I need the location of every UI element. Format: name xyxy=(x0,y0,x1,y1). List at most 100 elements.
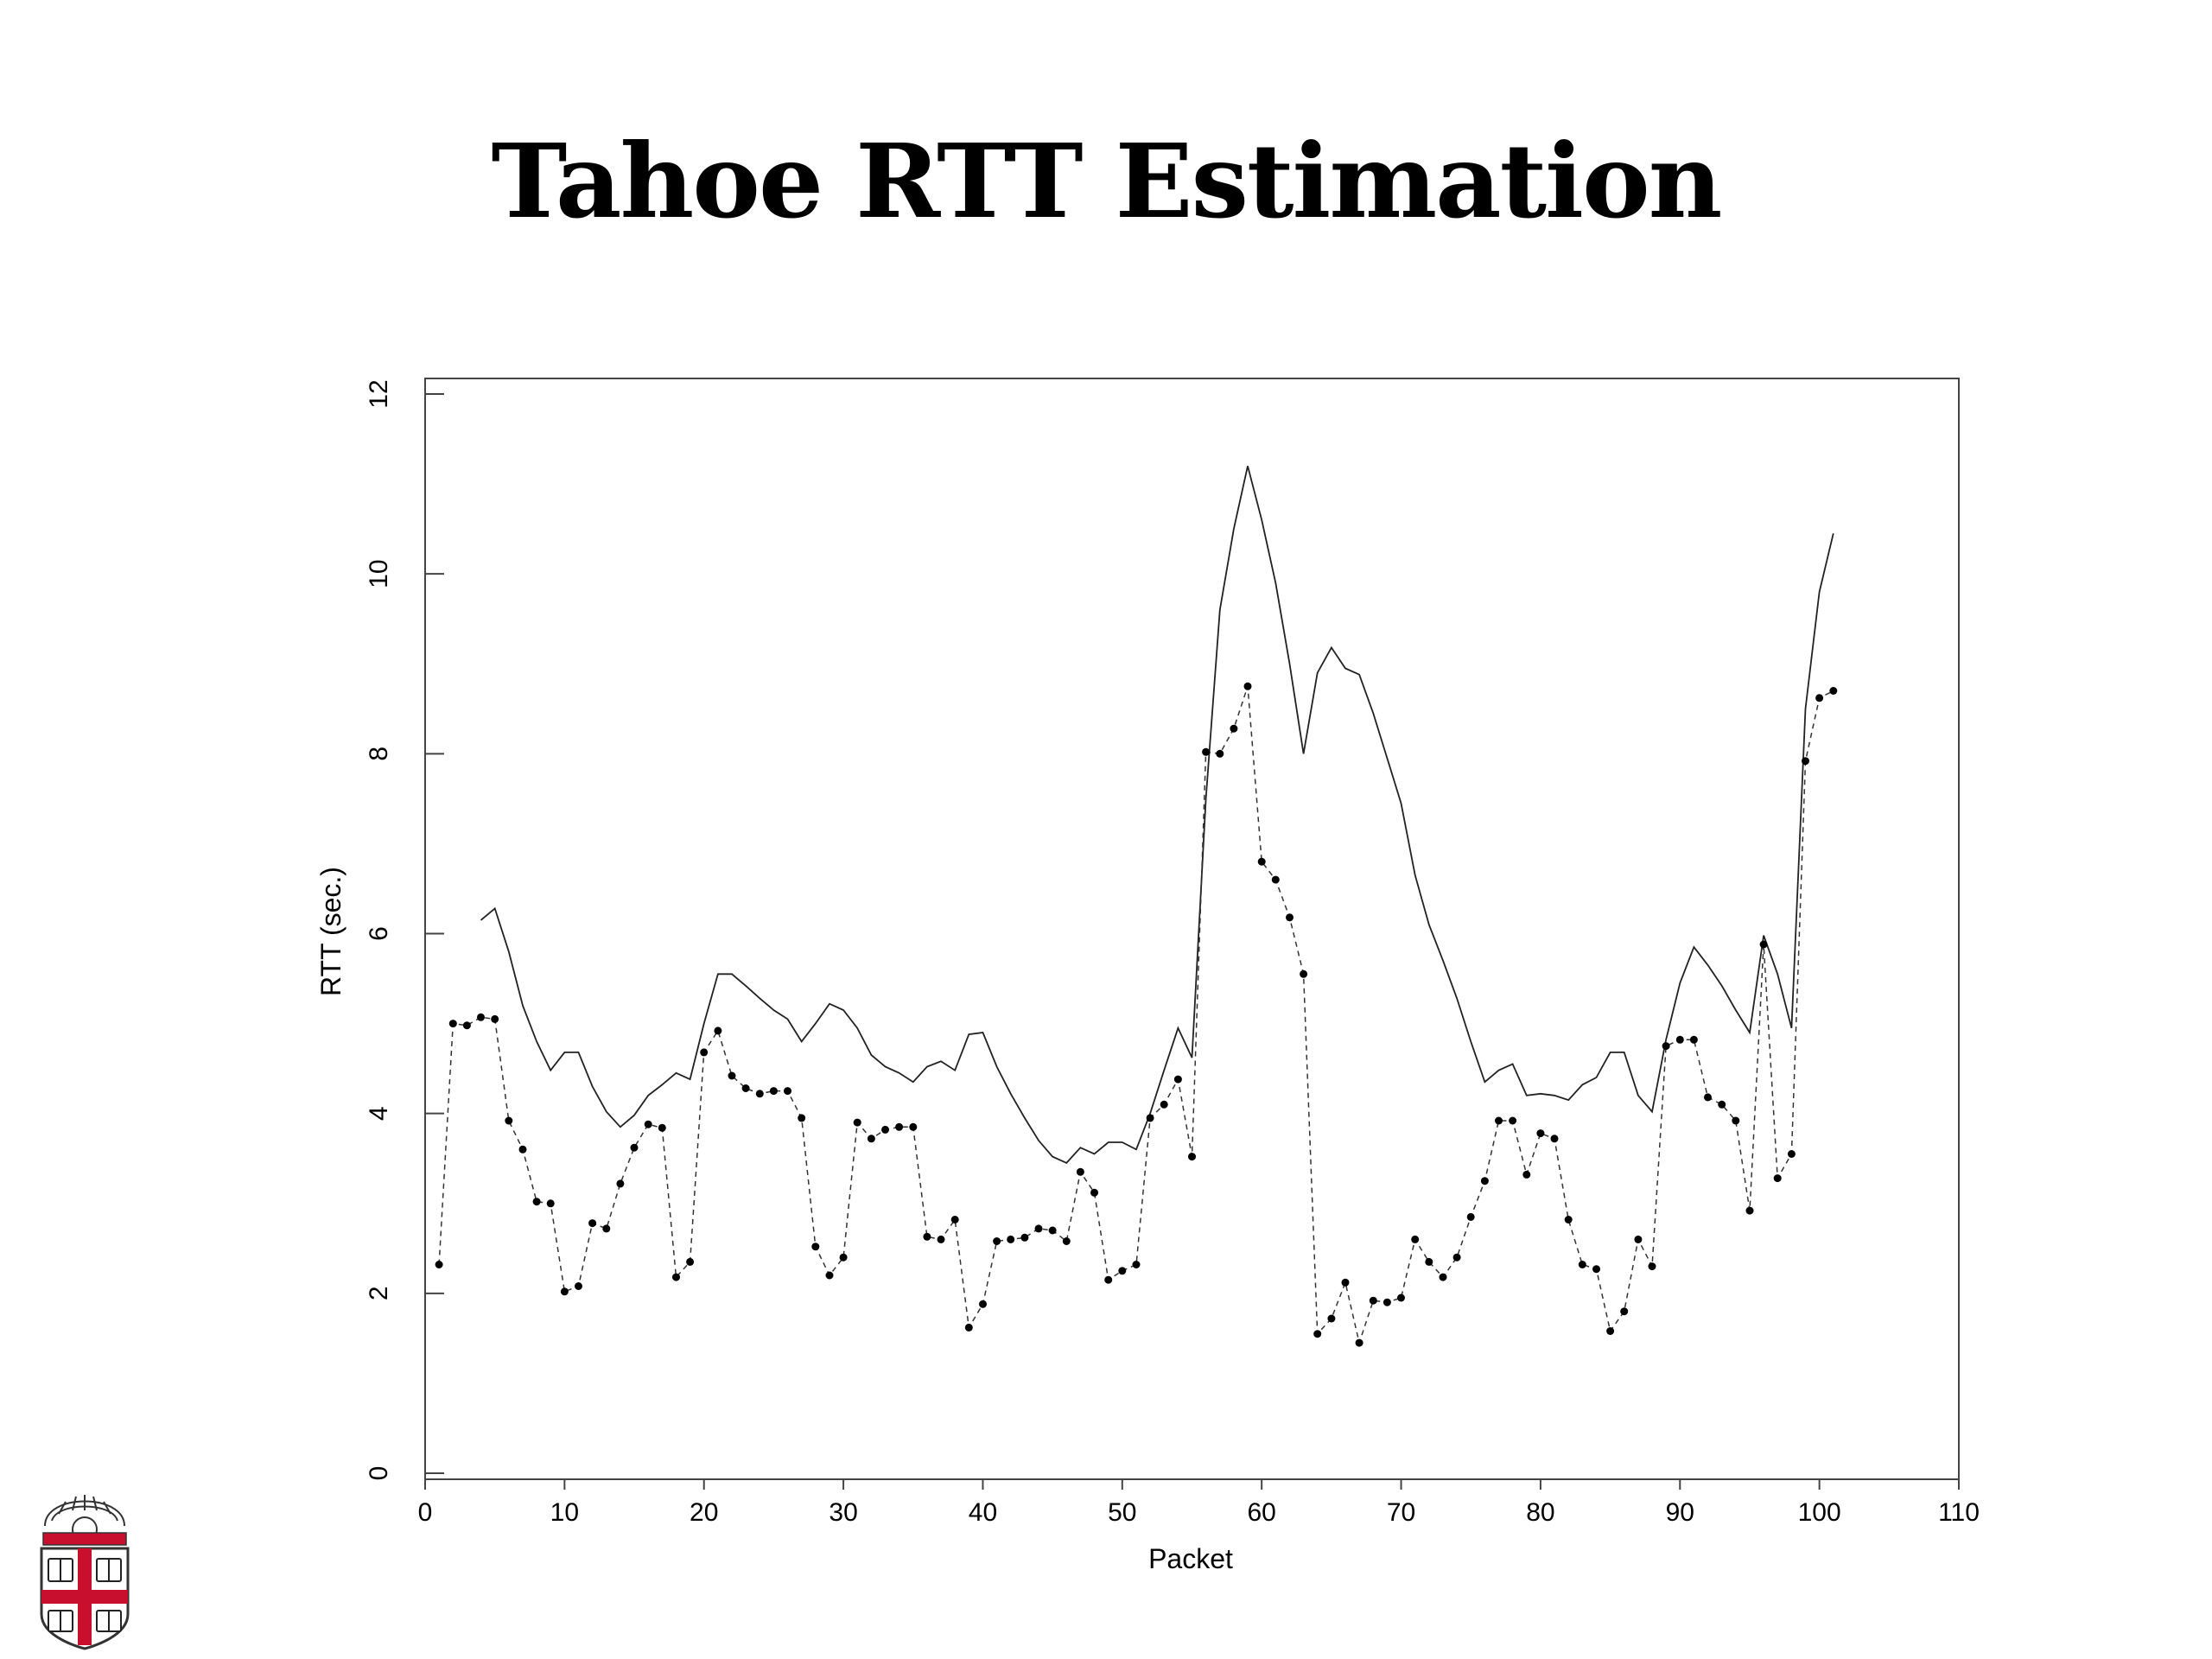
data-point xyxy=(1355,1338,1363,1347)
data-point xyxy=(1146,1114,1154,1122)
data-point xyxy=(1300,969,1308,978)
series-lines xyxy=(438,466,1834,1345)
data-point xyxy=(895,1122,904,1131)
x-tick-label: 50 xyxy=(1108,1498,1136,1527)
data-point xyxy=(1829,687,1838,695)
data-point xyxy=(1495,1116,1503,1125)
data-point xyxy=(1034,1224,1043,1233)
data-point xyxy=(769,1087,778,1096)
data-point xyxy=(1704,1093,1712,1102)
data-point xyxy=(1439,1273,1447,1281)
y-axis-label: RTT (sec.) xyxy=(315,867,346,996)
data-point xyxy=(462,1021,471,1030)
data-point xyxy=(1090,1188,1098,1197)
data-point xyxy=(964,1323,973,1332)
data-point xyxy=(1425,1257,1433,1266)
x-tick-label: 90 xyxy=(1666,1498,1694,1527)
data-point xyxy=(700,1048,709,1057)
data-point xyxy=(867,1135,875,1143)
x-tick-label: 30 xyxy=(829,1498,857,1527)
data-point xyxy=(1257,857,1266,866)
data-point xyxy=(1243,682,1252,690)
data-point xyxy=(1313,1330,1322,1338)
data-point xyxy=(1104,1275,1113,1284)
data-point xyxy=(714,1027,722,1035)
data-point xyxy=(1815,694,1824,702)
data-point xyxy=(630,1143,639,1152)
data-point xyxy=(950,1216,959,1224)
data-point xyxy=(1452,1253,1461,1262)
data-point xyxy=(1718,1100,1726,1109)
series-line-solid xyxy=(480,466,1834,1164)
data-point xyxy=(1327,1314,1336,1323)
data-point xyxy=(602,1224,611,1233)
series-line-dotted xyxy=(438,686,1834,1345)
data-point xyxy=(491,1014,499,1023)
data-point xyxy=(1216,749,1224,758)
data-point xyxy=(923,1232,931,1241)
data-point xyxy=(435,1261,443,1268)
y-tick-label: 10 xyxy=(365,559,393,588)
data-point xyxy=(1271,875,1280,884)
data-point xyxy=(881,1125,889,1134)
data-point xyxy=(1592,1265,1600,1274)
data-point xyxy=(1732,1116,1740,1125)
data-point xyxy=(1132,1261,1141,1268)
data-point xyxy=(1745,1206,1754,1215)
data-point xyxy=(1578,1261,1586,1268)
data-point xyxy=(560,1287,569,1296)
series-points xyxy=(435,682,1838,1347)
data-point xyxy=(644,1120,652,1128)
brown-university-shield-logo xyxy=(40,1495,130,1650)
x-tick-label: 100 xyxy=(1798,1498,1841,1527)
x-tick-label: 110 xyxy=(1938,1498,1980,1527)
data-point xyxy=(1188,1153,1196,1161)
data-point xyxy=(1369,1296,1377,1305)
data-point xyxy=(686,1257,695,1266)
data-point xyxy=(477,1013,485,1021)
y-tick-label: 2 xyxy=(365,1286,393,1300)
data-point xyxy=(798,1114,806,1122)
data-point xyxy=(825,1271,834,1280)
data-point xyxy=(1689,1035,1698,1044)
data-point xyxy=(658,1123,666,1132)
data-point xyxy=(1522,1170,1531,1179)
x-tick-label: 0 xyxy=(418,1498,433,1527)
slide-title: Tahoe RTT Estimation xyxy=(491,121,1723,241)
data-point xyxy=(1634,1235,1643,1243)
axes: 0 10 20 30 40 50 60 70 80 90 100 110 0 2 4 6 8 10 12 xyxy=(365,379,1980,1527)
data-point xyxy=(1411,1235,1420,1243)
x-axis-label: Packet xyxy=(1148,1543,1233,1574)
x-tick-label: 70 xyxy=(1387,1498,1415,1527)
plot-frame xyxy=(424,378,1960,1480)
data-point xyxy=(1620,1307,1629,1316)
data-point xyxy=(448,1020,457,1028)
data-point xyxy=(839,1253,848,1262)
data-point xyxy=(1397,1294,1405,1302)
data-point xyxy=(1787,1150,1796,1158)
data-point xyxy=(1536,1129,1545,1138)
data-point xyxy=(532,1198,541,1206)
data-point xyxy=(1675,1035,1684,1044)
data-point xyxy=(755,1090,764,1098)
data-point xyxy=(1550,1135,1559,1143)
data-point xyxy=(1118,1267,1127,1275)
y-tick-label: 12 xyxy=(365,379,393,408)
data-point xyxy=(1802,757,1809,766)
data-point xyxy=(1564,1216,1573,1224)
data-point xyxy=(588,1219,597,1228)
data-point xyxy=(518,1145,527,1154)
data-point xyxy=(1648,1262,1656,1271)
data-point xyxy=(616,1179,625,1188)
data-point xyxy=(993,1237,1001,1245)
data-point xyxy=(1062,1237,1071,1245)
data-point xyxy=(1662,1042,1670,1051)
data-point xyxy=(1480,1177,1489,1185)
data-point xyxy=(1173,1075,1182,1084)
data-point xyxy=(1076,1167,1084,1176)
data-point xyxy=(1230,724,1238,733)
data-point xyxy=(1509,1116,1517,1125)
data-point xyxy=(1341,1278,1350,1287)
data-point xyxy=(741,1084,750,1092)
data-point xyxy=(811,1243,820,1251)
